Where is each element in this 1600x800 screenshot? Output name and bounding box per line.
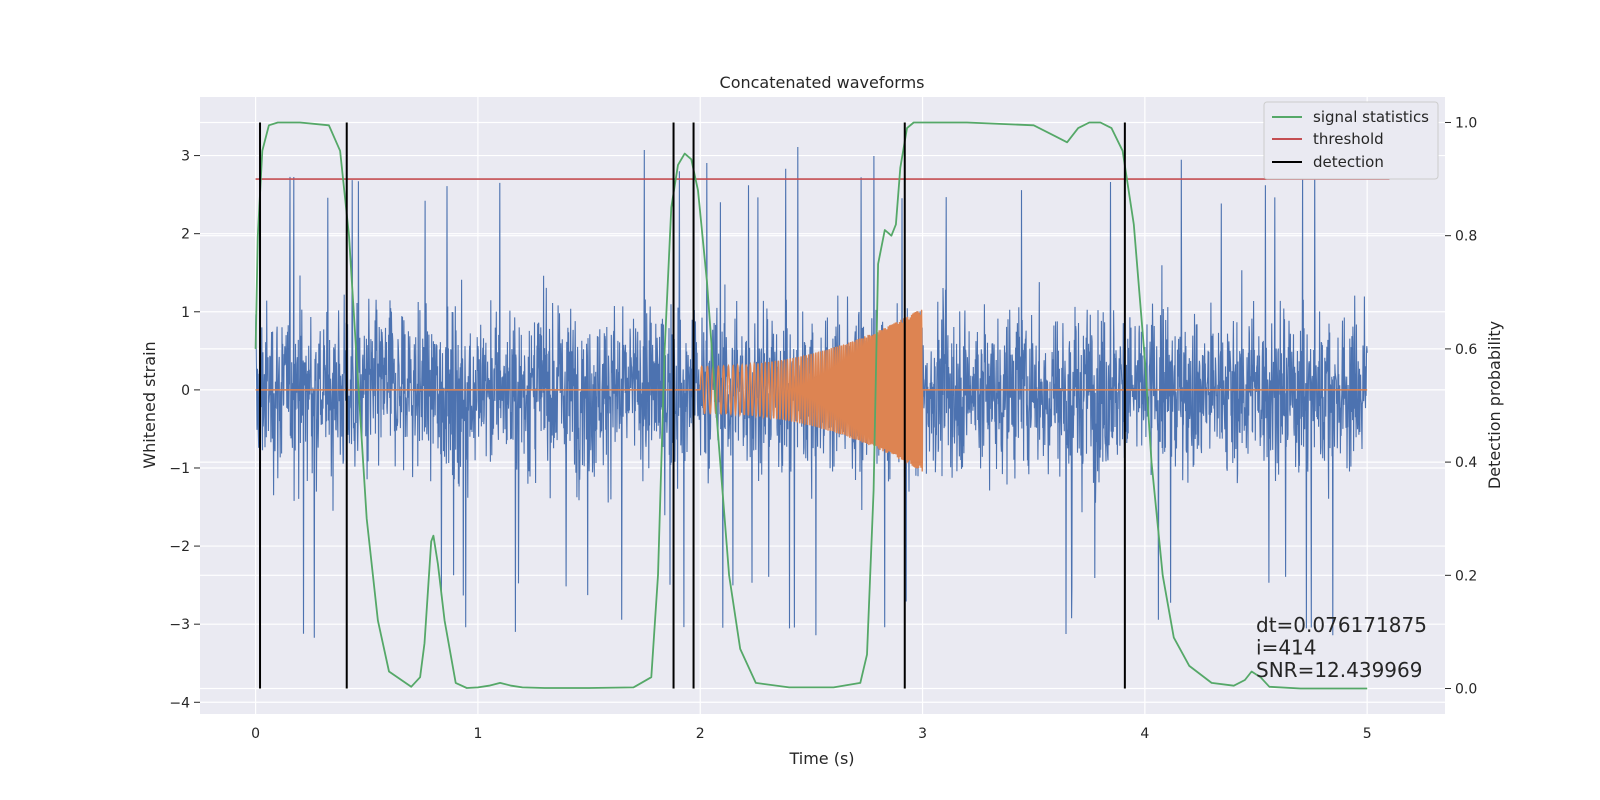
chirp-line — [255, 309, 1368, 472]
y-tick-label: −2 — [169, 539, 190, 555]
legend-label-detection: detection — [1313, 153, 1384, 171]
signal-statistics-line — [254, 121, 1368, 690]
x-tick-label: 2 — [696, 726, 705, 742]
strain-series — [255, 146, 1368, 638]
y-tick-label: −1 — [169, 461, 190, 477]
x-axis-label: Time (s) — [788, 749, 854, 768]
y2-tick-label: 0.6 — [1455, 342, 1477, 358]
y2-tick-label: 0.2 — [1455, 568, 1477, 584]
legend: signal statistics threshold detection — [1263, 101, 1439, 180]
x-tick-label: 4 — [1140, 726, 1149, 742]
y2-axis-label: Detection probability — [1485, 321, 1504, 489]
y-tick-label: −4 — [169, 695, 190, 711]
x-tick-label: 3 — [918, 726, 927, 742]
legend-label-signal-statistics: signal statistics — [1313, 108, 1429, 126]
x-tick-label: 5 — [1363, 726, 1372, 742]
y2-tick-label: 0.4 — [1455, 455, 1477, 471]
y2-tick-label: 0.0 — [1455, 682, 1477, 698]
y-tick-label: 3 — [181, 149, 190, 165]
annotation-text: i=414 — [1256, 636, 1317, 660]
x-tick-label: 0 — [251, 726, 260, 742]
chart-title: Concatenated waveforms — [720, 73, 925, 92]
y-tick-label: 2 — [181, 227, 190, 243]
y-tick-label: 0 — [181, 383, 190, 399]
y2-tick-label: 0.8 — [1455, 229, 1477, 245]
ticks: 0 1 2 3 4 5 −4 −3 −2 −1 0 1 2 3 0.0 0.2 0.4 0.6 0.8 1.0 — [169, 115, 1477, 742]
y-tick-label: 1 — [181, 305, 190, 321]
annotation-text: SNR=12.439969 — [1256, 658, 1422, 682]
y-tick-label: −3 — [169, 617, 190, 633]
detection-series — [259, 122, 1126, 689]
strain-line — [255, 146, 1368, 638]
legend-box — [1263, 101, 1439, 180]
y2-tick-label: 1.0 — [1455, 115, 1477, 131]
signal-statistics-series — [254, 121, 1368, 690]
annotation-text: dt=0.076171875 — [1256, 613, 1427, 637]
chirp-series — [255, 309, 1368, 472]
x-tick-label: 1 — [473, 726, 482, 742]
legend-label-threshold: threshold — [1313, 130, 1384, 148]
y-axis-label: Whitened strain — [140, 341, 159, 468]
